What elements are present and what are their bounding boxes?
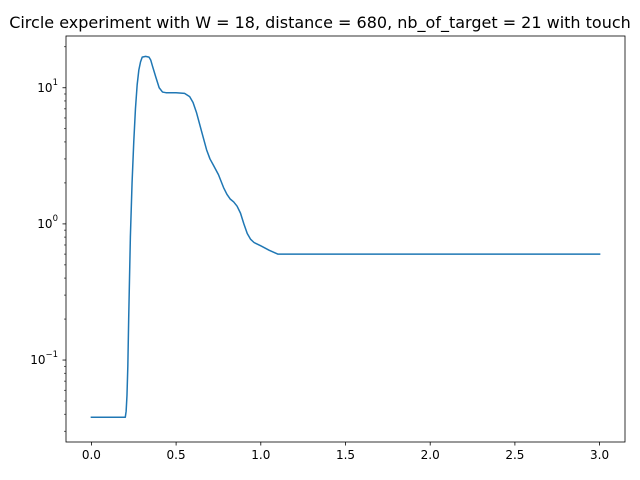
plot-area xyxy=(90,55,601,418)
y-tick-label: 101 xyxy=(37,78,58,95)
x-tick-label: 1.5 xyxy=(336,448,355,462)
axes-frame xyxy=(65,35,626,443)
x-tick-label: 2.0 xyxy=(421,448,440,462)
series-line-0 xyxy=(90,55,601,418)
x-tick-label: 0.5 xyxy=(167,448,186,462)
y-tick-label: 10−1 xyxy=(30,350,58,367)
x-tick-label: 1.0 xyxy=(251,448,270,462)
x-tick-label: 3.0 xyxy=(590,448,609,462)
chart-title: Circle experiment with W = 18, distance … xyxy=(9,13,631,33)
x-axis: 0.0 0.5 1.0 1.5 2.0 2.5 3.0 xyxy=(82,442,609,462)
x-tick-label: 0.0 xyxy=(82,448,101,462)
x-tick-label: 2.5 xyxy=(505,448,524,462)
y-tick-label: 100 xyxy=(37,214,58,231)
y-axis: 10−1 100 101 xyxy=(30,46,66,432)
